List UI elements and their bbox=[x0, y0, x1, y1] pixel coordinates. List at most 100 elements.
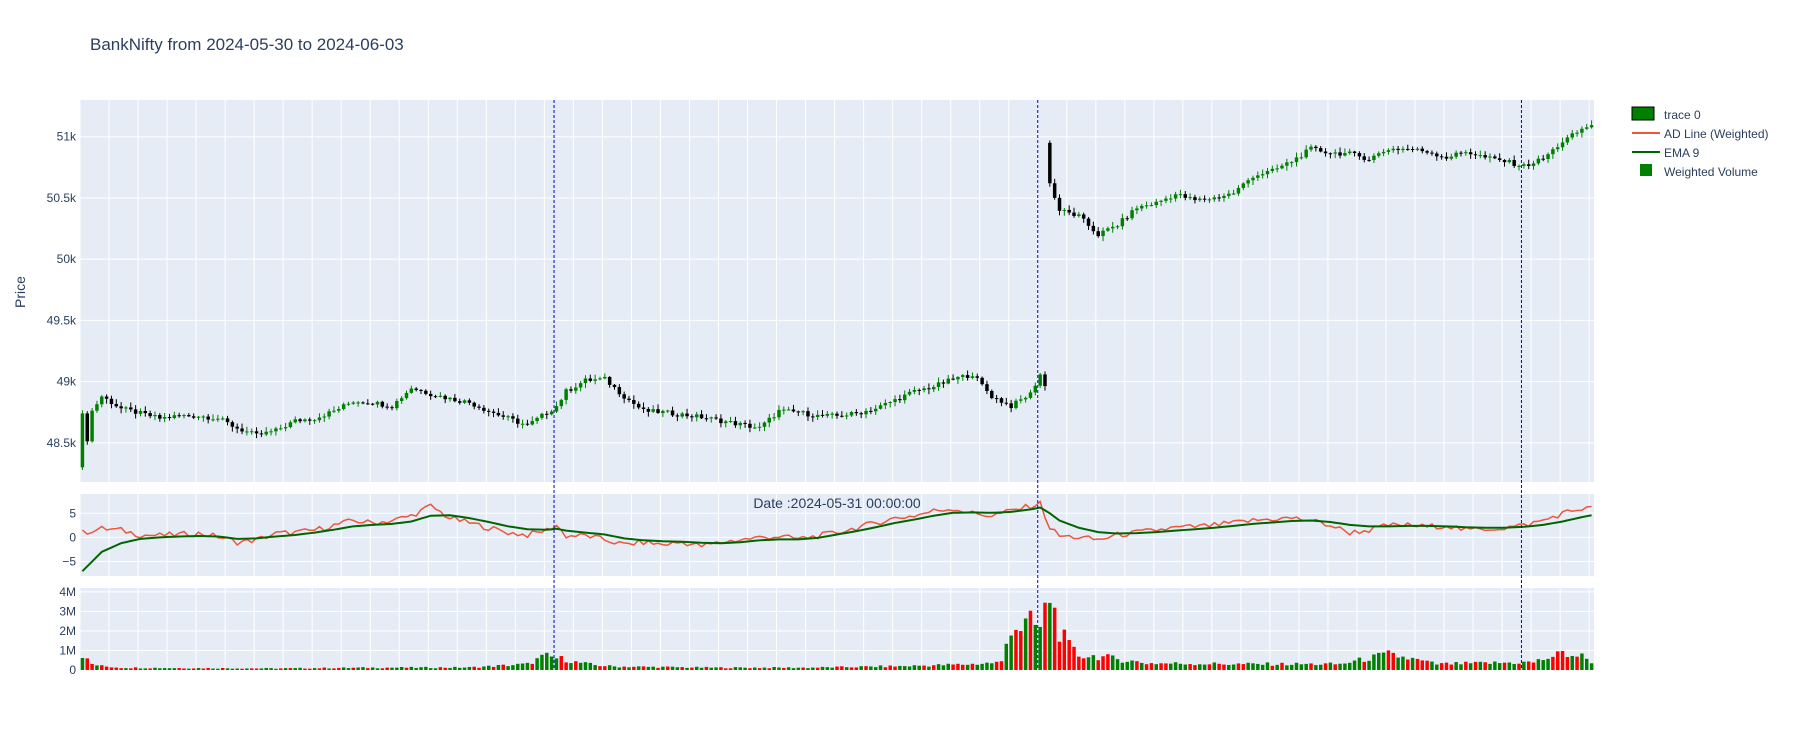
candle-body bbox=[516, 418, 520, 424]
volume-bar bbox=[1560, 651, 1565, 670]
legend-item-weighted-volume[interactable]: Weighted Volume bbox=[1640, 164, 1758, 179]
candle-body bbox=[728, 421, 733, 423]
volume-bar bbox=[370, 667, 375, 670]
volume-bar bbox=[312, 668, 317, 670]
y-tick-label: 49.5k bbox=[47, 313, 77, 327]
candle-body bbox=[912, 389, 917, 392]
volume-bar bbox=[1352, 660, 1357, 670]
volume-bar bbox=[646, 666, 651, 670]
candle-body bbox=[1285, 162, 1289, 166]
volume-bar bbox=[994, 661, 999, 670]
volume-bar bbox=[1009, 635, 1013, 670]
y-tick-label: 0 bbox=[69, 663, 76, 677]
candle-body bbox=[767, 417, 772, 423]
candle-body bbox=[1439, 156, 1444, 158]
volume-bar bbox=[1323, 663, 1328, 670]
legend-label: trace 0 bbox=[1664, 108, 1701, 122]
candle-body bbox=[1048, 142, 1052, 184]
volume-bar bbox=[1096, 660, 1100, 670]
candle-body bbox=[148, 413, 152, 417]
price-panel: 48.5k 49k 49.5k 50k 50.5k 51k Price bbox=[12, 100, 1594, 482]
candle-body bbox=[293, 419, 297, 423]
volume-bar bbox=[158, 668, 162, 670]
candle-body bbox=[1546, 154, 1550, 159]
candle-body bbox=[1057, 197, 1062, 211]
volume-bar bbox=[1052, 607, 1057, 670]
candle-body bbox=[1357, 153, 1362, 157]
candle-body bbox=[1415, 148, 1420, 150]
volume-plot-bg bbox=[80, 588, 1594, 670]
candle-body bbox=[1023, 397, 1028, 400]
candle-body bbox=[603, 376, 607, 379]
volume-bar bbox=[956, 663, 960, 670]
candle-body bbox=[225, 418, 230, 423]
volume-bar bbox=[1178, 663, 1183, 670]
candle-body bbox=[922, 388, 926, 391]
volume-bar bbox=[351, 667, 356, 670]
candle-body bbox=[617, 387, 622, 395]
volume-bar bbox=[240, 668, 244, 670]
ad-y-ticks: −5 0 5 bbox=[62, 506, 76, 568]
volume-bar bbox=[511, 665, 515, 670]
volume-bar bbox=[298, 667, 302, 670]
candle-body bbox=[936, 382, 941, 388]
price-grid bbox=[79, 100, 1594, 482]
volume-bar bbox=[1072, 646, 1076, 670]
candle-body bbox=[1125, 218, 1129, 220]
volume-bar bbox=[632, 666, 636, 670]
legend-item-trace-0[interactable]: trace 0 bbox=[1631, 106, 1701, 122]
candle-body bbox=[1410, 149, 1415, 151]
candle-body bbox=[849, 412, 854, 416]
legend-item-ema-9[interactable]: EMA 9 bbox=[1632, 146, 1700, 160]
volume-bar bbox=[569, 663, 573, 670]
candle-body bbox=[1396, 148, 1400, 151]
ad-panel: −5 0 5 Date :2024-05-31 00:00:00 bbox=[62, 494, 1594, 576]
volume-bar bbox=[467, 666, 472, 670]
candle-body bbox=[1478, 155, 1483, 157]
volume-bar bbox=[462, 667, 467, 670]
candle-body bbox=[1275, 168, 1279, 170]
volume-bar bbox=[844, 667, 849, 670]
volume-bar bbox=[346, 668, 351, 670]
volume-bar bbox=[757, 668, 762, 670]
volume-bar bbox=[491, 666, 496, 670]
volume-bar bbox=[999, 661, 1004, 670]
volume-bar bbox=[941, 665, 946, 670]
volume-bar bbox=[1575, 656, 1579, 670]
candle-body bbox=[196, 416, 201, 418]
candle-body bbox=[1459, 152, 1463, 154]
candle-body bbox=[588, 378, 593, 381]
volume-bar bbox=[840, 666, 844, 670]
candle-body bbox=[806, 411, 810, 417]
candle-body bbox=[1096, 231, 1100, 237]
volume-bar bbox=[980, 663, 984, 670]
candle-body bbox=[143, 411, 148, 414]
volume-bar bbox=[1420, 660, 1425, 670]
candle-body bbox=[370, 403, 375, 405]
volume-bar bbox=[1139, 662, 1144, 670]
volume-bar bbox=[375, 668, 380, 670]
candle-body bbox=[646, 408, 651, 412]
candle-body bbox=[535, 417, 539, 422]
candle-body bbox=[569, 389, 573, 391]
candle-body bbox=[641, 407, 646, 409]
candle-body bbox=[1517, 165, 1521, 167]
candle-body bbox=[753, 427, 757, 429]
volume-bar bbox=[985, 662, 989, 670]
volume-bar bbox=[965, 664, 970, 670]
candle-body bbox=[1468, 152, 1473, 155]
volume-bar bbox=[162, 668, 167, 670]
candle-body bbox=[530, 421, 535, 425]
y-tick-label: 3M bbox=[59, 604, 76, 618]
candle-body bbox=[956, 376, 960, 380]
volume-bar bbox=[278, 668, 283, 670]
volume-bar bbox=[317, 668, 322, 670]
legend-item-ad-line[interactable]: AD Line (Weighted) bbox=[1632, 127, 1769, 141]
candle-body bbox=[428, 393, 433, 397]
candle-body bbox=[114, 404, 119, 407]
candle-body bbox=[762, 422, 767, 427]
volume-bar bbox=[1565, 657, 1570, 670]
candle-body bbox=[1280, 165, 1284, 169]
candle-body bbox=[1425, 151, 1429, 153]
candle-body bbox=[1401, 148, 1405, 151]
